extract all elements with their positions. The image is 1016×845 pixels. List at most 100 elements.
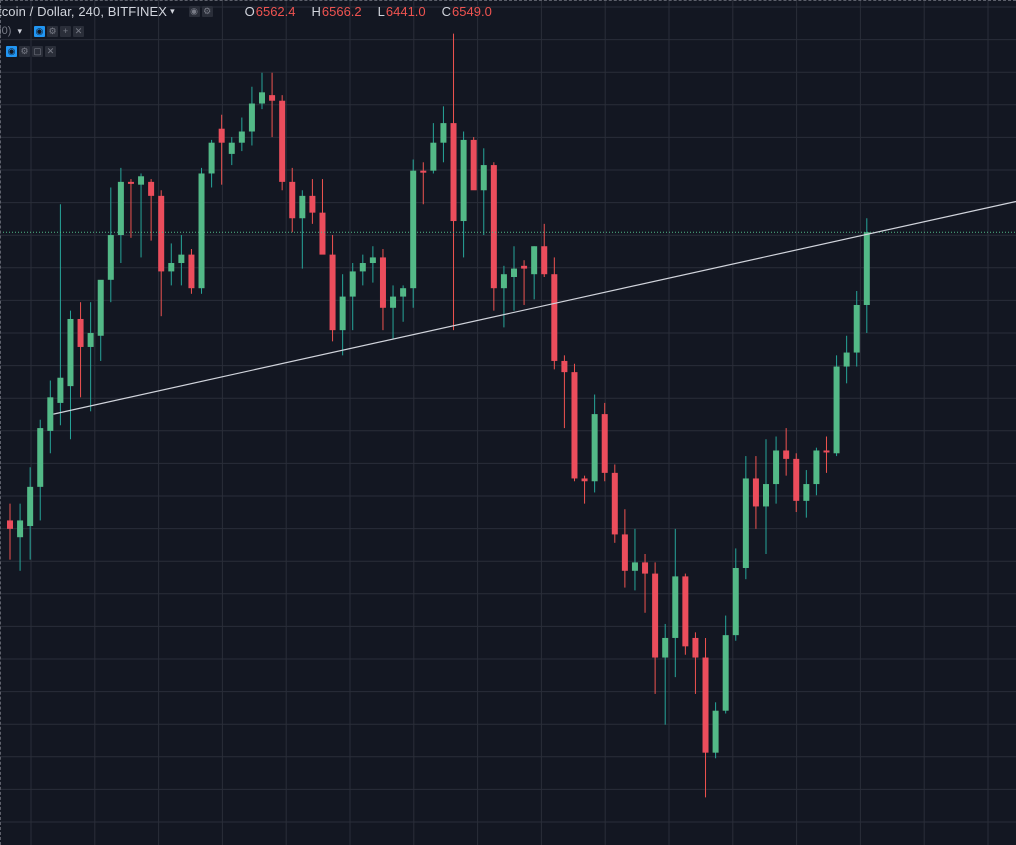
candle-body — [843, 352, 850, 367]
candle-body — [279, 100, 286, 182]
close-icon[interactable]: ✕ — [72, 25, 84, 37]
candle-body — [117, 181, 124, 236]
candle-body — [37, 428, 44, 487]
ohlc-label: L — [377, 3, 385, 19]
candle-body — [702, 657, 709, 753]
candle-body — [853, 304, 860, 353]
candle-body — [440, 123, 447, 143]
eye-icon[interactable]: ◉ — [6, 45, 17, 57]
candle-body — [158, 195, 165, 272]
candle-body — [148, 181, 155, 196]
candle-body — [420, 170, 427, 173]
candle-body — [17, 520, 24, 538]
ohlc-close: C 6549.0 — [442, 4, 492, 19]
candle-body — [7, 520, 13, 529]
candle-body — [228, 142, 235, 154]
ohlc-open: O 6562.4 — [245, 4, 296, 19]
candle-body — [823, 450, 830, 453]
candle-body — [793, 458, 800, 501]
eye-icon[interactable]: ◉ — [33, 25, 45, 37]
candle-body — [722, 635, 729, 711]
ohlc-value: 6566.2 — [321, 3, 362, 19]
candle-body — [289, 181, 296, 219]
close-icon[interactable]: ✕ — [45, 45, 56, 57]
candle-body — [369, 257, 376, 264]
legend-buttons: ◉ ⚙ — [188, 5, 213, 17]
candle-body — [561, 360, 568, 373]
candle-body — [541, 246, 548, 275]
candle-body — [379, 257, 386, 308]
candle-body — [238, 131, 245, 143]
candle-body — [752, 478, 759, 507]
candle-body — [390, 296, 397, 308]
gear-icon[interactable]: ⚙ — [201, 5, 213, 17]
candle-body — [551, 274, 558, 361]
candle-body — [662, 637, 669, 658]
pane-top-border — [0, 0, 1016, 1]
unlink-icon[interactable]: ▢ — [32, 45, 43, 57]
gear-icon[interactable]: ⚙ — [19, 45, 30, 57]
candle-body — [783, 450, 790, 459]
candle-body — [188, 254, 195, 289]
indicator-label: )0) — [0, 25, 12, 37]
candle-body — [813, 450, 820, 485]
ohlc-high: H 6566.2 — [312, 4, 362, 19]
candle-body — [127, 181, 134, 184]
candle-body — [400, 288, 407, 297]
ohlc-label: C — [441, 3, 452, 19]
candle-body — [611, 472, 618, 535]
candle-body — [97, 279, 104, 336]
candle-body — [67, 318, 74, 387]
candle-body — [480, 165, 487, 191]
symbol-title[interactable]: itcoin / Dollar, 240, BITFINEX — [0, 3, 168, 19]
chevron-down-icon[interactable]: ▾ — [17, 25, 22, 36]
candle-body — [500, 274, 507, 289]
candle-body — [198, 173, 205, 289]
candle-body — [27, 486, 34, 527]
candle-body — [319, 212, 326, 255]
eye-icon[interactable]: ◉ — [188, 5, 200, 17]
candle-body — [591, 414, 598, 482]
candle-body — [642, 562, 649, 574]
candle-body — [712, 710, 719, 753]
candle-body — [672, 576, 679, 638]
indicator-legend: )0) ▾ ◉ ⚙ + ✕ — [0, 24, 84, 38]
chevron-down-icon[interactable]: ▾ — [170, 5, 175, 16]
candle-body — [863, 232, 870, 305]
candle-body — [490, 165, 497, 289]
candle-body — [168, 263, 175, 272]
candle-body — [450, 123, 457, 222]
candle-body — [138, 176, 145, 185]
candle-body — [107, 235, 114, 280]
candle-body — [631, 562, 638, 571]
candle-body — [652, 573, 659, 658]
candle-body — [248, 103, 255, 132]
candle-body — [269, 95, 276, 101]
candle-body — [773, 450, 780, 485]
candle-body — [349, 271, 356, 297]
candle-body — [339, 296, 346, 331]
candle-body — [259, 92, 265, 104]
candle-body — [511, 268, 517, 278]
candle-body — [460, 139, 467, 222]
gear-icon[interactable]: ⚙ — [46, 25, 58, 37]
candle-body — [521, 265, 528, 269]
candle-body — [309, 195, 316, 213]
drawings-layer — [0, 200, 1016, 415]
candle-body — [470, 139, 477, 191]
candle-body — [299, 195, 306, 219]
ohlc-label: O — [244, 3, 255, 19]
ohlc-label: H — [311, 3, 321, 19]
candle-body — [410, 170, 417, 289]
candle-body — [601, 414, 608, 473]
ohlc-value: 6549.0 — [452, 3, 492, 19]
pane-left-border — [0, 0, 1, 845]
trendline-drawing — [53, 200, 1016, 415]
candles-layer — [7, 33, 870, 798]
candle-body — [531, 246, 538, 275]
plus-icon[interactable]: + — [59, 25, 71, 37]
candle-body — [763, 484, 769, 507]
